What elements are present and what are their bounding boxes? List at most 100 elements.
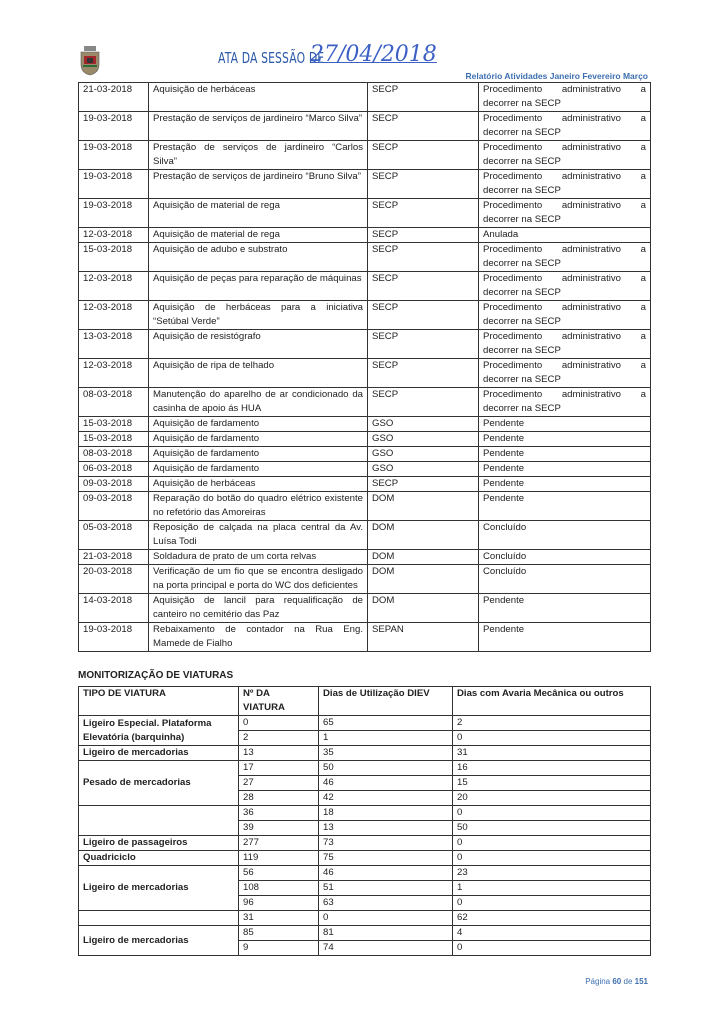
activity-date: 15-03-2018	[78, 431, 149, 447]
activity-status: Pendente	[478, 461, 651, 477]
table-header-row: TIPO DE VIATURA Nº DA VIATURA Dias de Ut…	[78, 686, 651, 716]
activity-department: SECP	[367, 242, 479, 272]
activity-description: Reposição de calçada na placa central da…	[148, 520, 368, 550]
table-row: 08-03-2018 Manutenção do aparelho de ar c…	[78, 387, 651, 417]
activity-date: 05-03-2018	[78, 520, 149, 550]
activity-department: SECP	[367, 227, 479, 243]
vehicle-type: Ligeiro de mercadorias	[78, 925, 239, 956]
activity-date: 15-03-2018	[78, 242, 149, 272]
activity-department: DOM	[367, 593, 479, 623]
activity-description: Aquisição de adubo e substrato	[148, 242, 368, 272]
breakdown-days: 0	[452, 850, 651, 866]
activity-description: Rebaixamento de contador na Rua Eng. Mam…	[148, 622, 368, 652]
activity-department: DOM	[367, 564, 479, 594]
table-row: Ligeiro de mercadorias 13 35 31	[78, 745, 651, 761]
table-row: 19-03-2018 Rebaixamento de contador na Ru…	[78, 622, 651, 652]
activity-description: Manutenção do aparelho de ar condicionad…	[148, 387, 368, 417]
usage-days: 42	[318, 790, 453, 806]
vehicle-type	[78, 910, 239, 926]
activity-department: GSO	[367, 431, 479, 447]
usage-days: 0	[318, 910, 453, 926]
activity-status: Procedimento administrativo a decorrer n…	[478, 140, 651, 170]
activity-department: GSO	[367, 416, 479, 432]
table-row: 20-03-2018 Verificação de um fio que se e…	[78, 564, 651, 594]
activity-status: Procedimento administrativo a decorrer n…	[478, 198, 651, 228]
vehicle-type: Ligeiro de passageiros	[78, 835, 239, 851]
activity-status: Concluído	[478, 520, 651, 550]
vehicle-number: 9	[238, 940, 319, 956]
activities-table: 21-03-2018 Aquisição de herbáceas SECP Proc…	[78, 82, 651, 652]
table-row: 21-03-2018 Soldadura de prato de um corta…	[78, 549, 651, 565]
activity-status: Procedimento administrativo a decorrer n…	[478, 271, 651, 301]
vehicle-number: 0	[238, 715, 319, 731]
usage-days: 75	[318, 850, 453, 866]
activity-description: Aquisição de lancil para requalificação …	[148, 593, 368, 623]
table-row: 19-03-2018 Prestação de serviços de jardi…	[78, 169, 651, 199]
table-row: 12-03-2018 Aquisição de herbáceas para a …	[78, 300, 651, 330]
vehicle-number: 56	[238, 865, 319, 881]
vehicle-number: 108	[238, 880, 319, 896]
vehicle-number: 13	[238, 745, 319, 761]
vehicle-number: 28	[238, 790, 319, 806]
activity-date: 12-03-2018	[78, 300, 149, 330]
activity-description: Soldadura de prato de um corta relvas	[148, 549, 368, 565]
activity-date: 08-03-2018	[78, 446, 149, 462]
vehicle-type: Ligeiro Especial. Plataforma Elevatória …	[78, 715, 239, 746]
activity-department: SECP	[367, 169, 479, 199]
breakdown-days: 23	[452, 865, 651, 881]
activity-status: Anulada	[478, 227, 651, 243]
activity-status: Concluído	[478, 549, 651, 565]
vehicle-monitoring-table: TIPO DE VIATURA Nº DA VIATURA Dias de Ut…	[78, 686, 651, 956]
activity-description: Aquisição de ripa de telhado	[148, 358, 368, 388]
activity-date: 06-03-2018	[78, 461, 149, 477]
breakdown-days: 16	[452, 760, 651, 776]
table-row: Ligeiro de mercadorias 85 81 4	[78, 925, 651, 956]
vehicle-number: 27	[238, 775, 319, 791]
table-row: Pesado de mercadorias 17 50 16	[78, 760, 651, 806]
table-row: 15-03-2018 Aquisição de fardamento GSO Pend…	[78, 416, 651, 432]
vehicle-number: 31	[238, 910, 319, 926]
report-subtitle: Relatório Atividades Janeiro Fevereiro M…	[465, 71, 649, 81]
activity-description: Aquisição de material de rega	[148, 227, 368, 243]
activity-status: Concluído	[478, 564, 651, 594]
minutes-title: ATA DA SESSÃO DE	[218, 49, 325, 67]
activity-department: SECP	[367, 271, 479, 301]
activity-description: Aquisição de fardamento	[148, 431, 368, 447]
usage-days: 46	[318, 775, 453, 791]
table-row: 08-03-2018 Aquisição de fardamento GSO Pend…	[78, 446, 651, 462]
usage-days: 35	[318, 745, 453, 761]
table-row: 19-03-2018 Prestação de serviços de jardi…	[78, 111, 651, 141]
breakdown-days: 0	[452, 940, 651, 956]
table-row: 19-03-2018 Prestação de serviços de jardi…	[78, 140, 651, 170]
vehicle-type: Pesado de mercadorias	[78, 760, 239, 806]
table-row: 96 63 0	[79, 895, 651, 911]
activity-date: 12-03-2018	[78, 358, 149, 388]
table-row: Ligeiro de mercadorias 56 46 23	[78, 865, 651, 911]
breakdown-days: 0	[452, 730, 651, 746]
usage-days: 46	[318, 865, 453, 881]
activity-description: Aquisição de fardamento	[148, 461, 368, 477]
activity-description: Reparação do botão do quadro elétrico ex…	[148, 491, 368, 521]
usage-days: 74	[318, 940, 453, 956]
activity-date: 09-03-2018	[78, 476, 149, 492]
usage-days: 81	[318, 925, 453, 941]
vehicle-type: Ligeiro de mercadorias	[78, 745, 239, 761]
table-row: 21-03-2018 Aquisição de herbáceas SECP Proc…	[78, 82, 651, 112]
breakdown-days: 2	[452, 715, 651, 731]
breakdown-days: 50	[452, 820, 651, 836]
activity-department: DOM	[367, 520, 479, 550]
activity-date: 19-03-2018	[78, 198, 149, 228]
activity-status: Procedimento administrativo a decorrer n…	[478, 242, 651, 272]
vehicle-monitoring-heading: MONITORIZAÇÃO DE VIATURAS	[78, 670, 234, 681]
activity-department: SECP	[367, 198, 479, 228]
activity-date: 14-03-2018	[78, 593, 149, 623]
activity-description: Aquisição de fardamento	[148, 416, 368, 432]
activity-description: Aquisição de herbáceas para a iniciativa…	[148, 300, 368, 330]
activity-date: 09-03-2018	[78, 491, 149, 521]
table-row: 9 74 0	[79, 940, 651, 956]
table-row: 06-03-2018 Aquisição de fardamento GSO Pend…	[78, 461, 651, 477]
activity-status: Procedimento administrativo a decorrer n…	[478, 329, 651, 359]
breakdown-days: 4	[452, 925, 651, 941]
usage-days: 65	[318, 715, 453, 731]
